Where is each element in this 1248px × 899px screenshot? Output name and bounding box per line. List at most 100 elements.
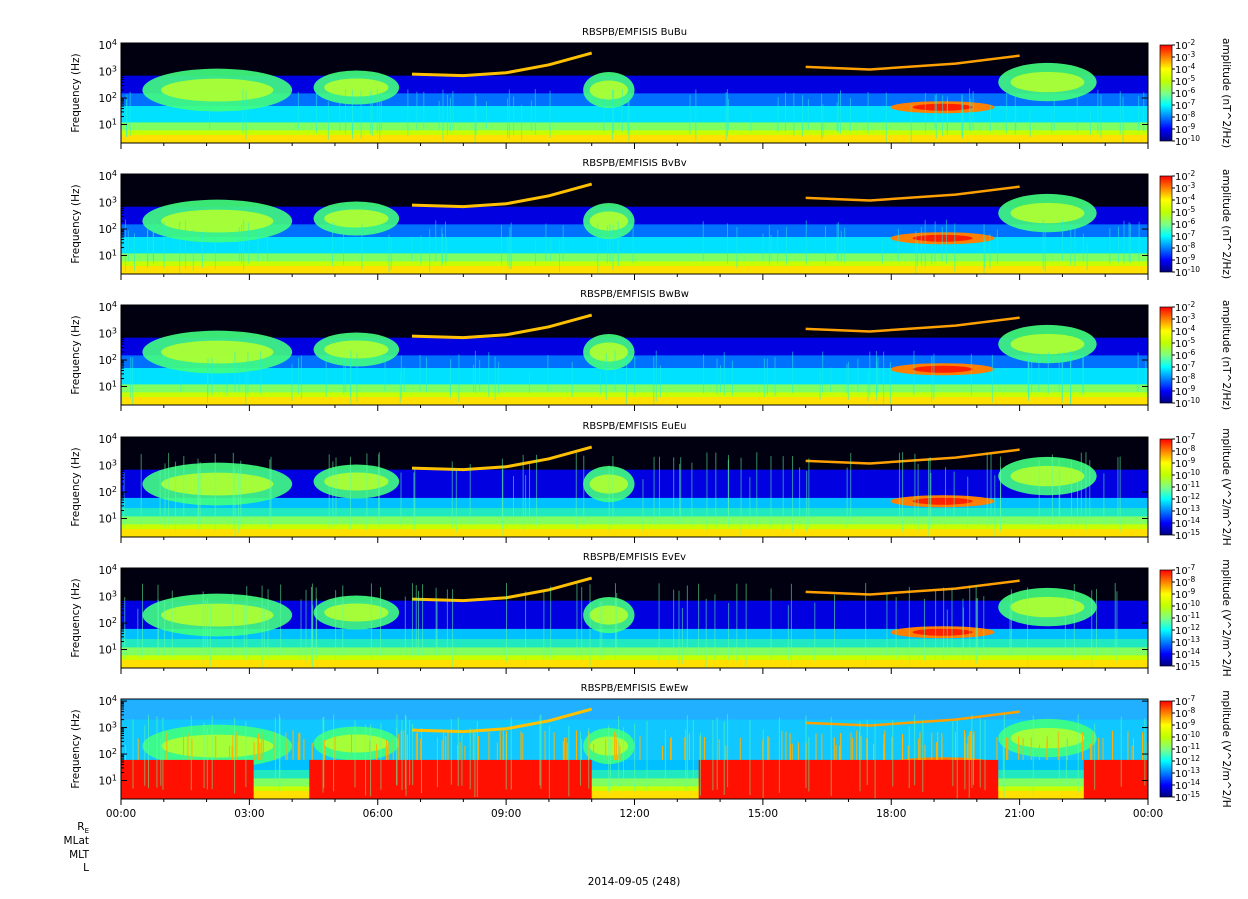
colorbar-tick-label: 10-14 <box>1175 647 1200 661</box>
colorbar-tick-label: 10-4 <box>1175 62 1195 76</box>
colorbar <box>1159 44 1173 142</box>
y-tick-label: 101 <box>99 248 117 262</box>
colorbar-tick-label: 10-4 <box>1175 324 1195 338</box>
panel-4: RBSPB/EMFISIS EuEu Frequency (Hz) 101 102 10… <box>70 421 1232 546</box>
colorbar-tick-label: 10-7 <box>1175 229 1195 243</box>
y-tick-label: 103 <box>99 327 117 341</box>
colorbar-tick-label: 10-15 <box>1175 528 1200 542</box>
x-tick-label: 06:00 <box>363 808 393 820</box>
y-tick-label: 103 <box>99 196 117 210</box>
colorbar-tick-label: 10-13 <box>1175 635 1200 649</box>
y-tick-label: 101 <box>99 117 117 131</box>
colorbar-tick-label: 10-14 <box>1175 778 1200 792</box>
colorbar <box>1159 438 1173 536</box>
spectrogram-2 <box>121 174 1148 274</box>
colorbar-tick-label: 10-7 <box>1175 694 1195 708</box>
colorbar-tick-label: 10-10 <box>1175 730 1200 744</box>
y-tick-label: 102 <box>99 616 117 630</box>
colorbar-tick-label: 10-11 <box>1175 480 1200 494</box>
spectrogram-1 <box>121 43 1148 143</box>
x-tick-label: 00:00 <box>106 808 136 820</box>
colorbar-tick-label: 10-9 <box>1175 253 1195 267</box>
colorbar-tick-label: 10-6 <box>1175 86 1195 100</box>
colorbar-label: mplitude (V^2/m^2/H <box>1220 428 1232 545</box>
colorbar-tick-label: 10-9 <box>1175 122 1195 136</box>
panel-1: RBSPB/EMFISIS BuBu Frequency (Hz) 101 102 10… <box>70 27 1232 149</box>
colorbar-tick-label: 10-8 <box>1175 241 1195 255</box>
colorbar-tick-label: 10-15 <box>1175 659 1200 673</box>
colorbar-tick-label: 10-8 <box>1175 575 1195 589</box>
colorbar-tick-label: 10-13 <box>1175 766 1200 780</box>
colorbar-tick-label: 10-12 <box>1175 492 1200 506</box>
panels: RBSPB/EMFISIS BuBu Frequency (Hz) 101 102 10… <box>70 27 1232 820</box>
colorbar-tick-label: 10-12 <box>1175 623 1200 637</box>
y-tick-label: 103 <box>99 65 117 79</box>
colorbar-tick-label: 10-5 <box>1175 336 1195 350</box>
y-tick-label: 103 <box>99 459 117 473</box>
spectrogram-3 <box>121 305 1148 405</box>
colorbar <box>1159 569 1173 667</box>
y-tick-label: 102 <box>99 91 117 105</box>
colorbar-tick-label: 10-2 <box>1175 38 1195 52</box>
y-axis-label: Frequency (Hz) <box>70 315 82 394</box>
y-axis-label: Frequency (Hz) <box>70 578 82 657</box>
panel-title: RBSPB/EMFISIS EwEw <box>581 683 689 694</box>
panel-2: RBSPB/EMFISIS BvBv Frequency (Hz) 101 102 10… <box>70 158 1232 280</box>
colorbar <box>1159 175 1173 273</box>
y-tick-label: 103 <box>99 590 117 604</box>
ephemeris-label: MLT <box>69 849 89 861</box>
colorbar-tick-label: 10-9 <box>1175 718 1195 732</box>
y-tick-label: 104 <box>99 563 117 577</box>
colorbar-tick-label: 10-7 <box>1175 360 1195 374</box>
colorbar-label: amplitude (nT^2/Hz) <box>1220 38 1232 148</box>
x-tick-label: 03:00 <box>234 808 264 820</box>
x-tick-label: 21:00 <box>1004 808 1034 820</box>
colorbar-tick-label: 10-7 <box>1175 98 1195 112</box>
colorbar <box>1159 700 1173 798</box>
colorbar-tick-label: 10-5 <box>1175 74 1195 88</box>
x-tick-label: 18:00 <box>876 808 906 820</box>
y-tick-label: 104 <box>99 169 117 183</box>
colorbar-tick-label: 10-8 <box>1175 706 1195 720</box>
y-tick-label: 104 <box>99 38 117 52</box>
y-tick-label: 101 <box>99 511 117 525</box>
colorbar-label: mplitude (V^2/m^2/H <box>1220 559 1232 676</box>
panel-title: RBSPB/EMFISIS EvEv <box>583 552 686 563</box>
spectrogram-5 <box>121 568 1148 668</box>
ephemeris-label: L <box>83 862 89 874</box>
colorbar-tick-label: 10-14 <box>1175 516 1200 530</box>
panel-6: RBSPB/EMFISIS EwEw Frequency (Hz) 101 102 10… <box>70 683 1232 820</box>
colorbar-tick-label: 10-9 <box>1175 587 1195 601</box>
colorbar-tick-label: 10-5 <box>1175 205 1195 219</box>
panel-3: RBSPB/EMFISIS BwBw Frequency (Hz) 101 102 10… <box>70 289 1232 411</box>
colorbar-tick-label: 10-13 <box>1175 504 1200 518</box>
colorbar-label: amplitude (nT^2/Hz) <box>1220 300 1232 410</box>
colorbar-tick-label: 10-4 <box>1175 193 1195 207</box>
colorbar-tick-label: 10-9 <box>1175 456 1195 470</box>
y-axis-label: Frequency (Hz) <box>70 53 82 132</box>
y-tick-label: 103 <box>99 721 117 735</box>
colorbar-tick-label: 10-6 <box>1175 348 1195 362</box>
colorbar-tick-label: 10-15 <box>1175 790 1200 804</box>
ephemeris-label: MLat <box>64 835 89 847</box>
y-tick-label: 101 <box>99 642 117 656</box>
panel-title: RBSPB/EMFISIS EuEu <box>582 421 686 432</box>
y-axis-label: Frequency (Hz) <box>70 447 82 526</box>
y-tick-label: 101 <box>99 773 117 787</box>
x-tick-label: 12:00 <box>619 808 649 820</box>
y-tick-label: 104 <box>99 432 117 446</box>
colorbar <box>1159 306 1173 404</box>
y-tick-label: 104 <box>99 300 117 314</box>
colorbar-tick-label: 10-3 <box>1175 181 1195 195</box>
panel-title: RBSPB/EMFISIS BuBu <box>582 27 687 38</box>
y-axis-label: Frequency (Hz) <box>70 709 82 788</box>
y-axis-label: Frequency (Hz) <box>70 184 82 263</box>
spectrogram-4 <box>121 437 1148 537</box>
y-tick-label: 102 <box>99 485 117 499</box>
colorbar-tick-label: 10-7 <box>1175 432 1195 446</box>
colorbar-tick-label: 10-2 <box>1175 169 1195 183</box>
panel-title: RBSPB/EMFISIS BwBw <box>580 289 689 300</box>
colorbar-tick-label: 10-9 <box>1175 384 1195 398</box>
x-tick-label: 00:00 <box>1133 808 1163 820</box>
